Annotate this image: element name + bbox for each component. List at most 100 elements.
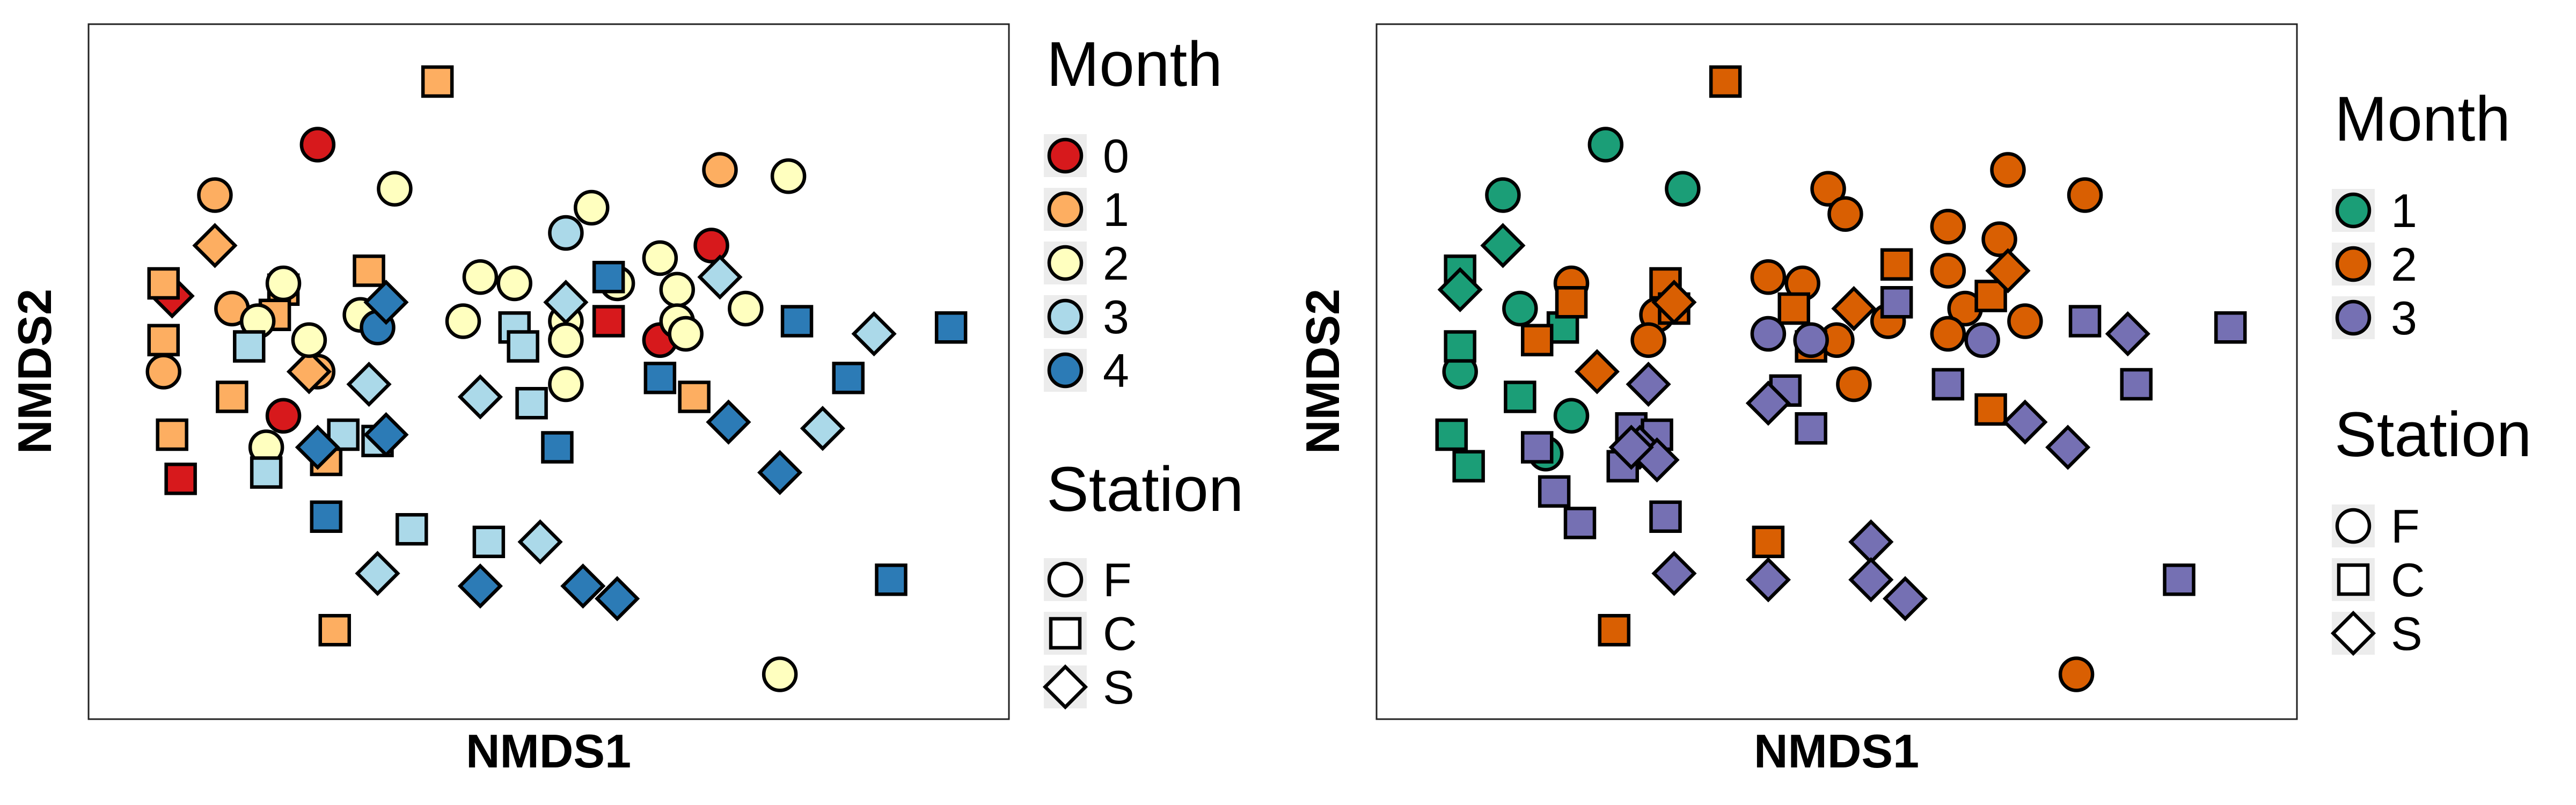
point-month-1-station-f [1553,398,1590,434]
legend-label-month-3: 3 [2391,291,2417,345]
point-month-1-station-s [192,223,238,268]
point-month-2-station-f [2058,656,2095,692]
point-month-3-station-c [2068,305,2102,338]
point-month-2-station-f [462,259,499,295]
point-month-1-station-c [318,614,351,647]
point-month-4-station-s [560,563,606,609]
point-month-3-station-s [800,406,845,451]
point-month-3-station-s [1745,557,1791,603]
point-month-2-station-c [1777,292,1810,325]
legend-key-month-4 [1047,352,1084,389]
point-month-0-station-f [265,398,302,434]
point-month-3-station-f [1793,322,1829,358]
point-month-2-station-f [1981,221,2017,257]
point-month-2-station-c [1752,525,1785,558]
point-month-4-station-s [595,576,640,621]
legend-key-station-f [1047,561,1084,598]
point-month-1-station-f [1665,171,1701,207]
point-month-4-station-c [934,311,968,344]
point-month-3-station-s [2002,399,2048,445]
point-month-4-station-c [592,261,625,294]
point-month-2-station-f [1930,316,1966,352]
y-axis-label: NMDS2 [8,289,61,454]
point-month-3-station-c [507,330,539,363]
point-month-1-station-c [421,65,454,98]
legend-label-month-2: 2 [1103,237,1129,290]
plot-area [1375,23,2298,720]
point-month-1-station-s [286,349,332,394]
point-month-3-station-f [1964,322,2000,358]
point-month-1-station-c [147,324,180,356]
point-month-3-station-c [1649,500,1682,533]
point-month-3-station-s [543,280,589,325]
legend-key-station-f [2335,508,2372,544]
point-month-0-station-f [693,228,729,264]
point-month-3-station-c [1931,368,1965,401]
legend-key-station-s [2330,610,2376,656]
point-month-2-station-f [548,322,584,358]
point-month-3-station-c [2120,368,2153,401]
scatter-points [1435,65,2247,692]
point-month-2-station-c [1598,614,1631,647]
point-month-1-station-c [1444,330,1476,363]
point-month-1-station-c [678,380,711,413]
legend-label-month-2: 2 [2391,238,2417,291]
point-month-2-station-c [1521,324,1554,356]
point-month-3-station-s [1608,425,1654,470]
legend-key-month-0 [1047,137,1084,174]
point-month-1-station-f [1485,177,1521,213]
point-month-1-station-f [702,152,738,188]
point-month-2-station-c [1974,393,2007,426]
point-month-3-station-c [2163,564,2196,596]
point-month-3-station-s [457,374,503,420]
point-month-3-station-s [1848,557,1894,603]
point-month-4-station-s [457,563,503,609]
point-month-2-station-f [1630,322,1666,358]
legend-label-station-c: C [1103,607,1137,660]
point-month-2-station-f [2067,177,2103,213]
legend-title-station: Station [2334,399,2531,470]
point-month-2-station-s [1831,286,1877,332]
point-month-3-station-c [472,525,506,558]
point-month-3-station-s [355,551,400,596]
point-month-3-station-c [250,456,283,489]
point-month-2-station-f [291,322,327,358]
legend-key-station-s [1042,664,1088,710]
point-month-3-station-s [851,311,897,357]
point-month-4-station-c [832,362,865,394]
point-month-3-station-f [548,215,584,251]
point-month-2-station-f [770,158,807,194]
legend-title-month: Month [2334,84,2511,155]
point-month-2-station-s [1651,280,1697,325]
point-month-2-station-f [496,265,532,302]
point-month-0-station-c [592,305,625,338]
point-month-2-station-f [377,171,413,207]
point-month-4-station-s [363,412,409,458]
point-month-4-station-c [541,431,574,464]
point-month-2-station-c [1555,286,1588,319]
legend-label-station-f: F [2391,500,2420,553]
point-month-2-station-f [659,272,695,308]
point-month-3-station-c [515,387,548,420]
point-month-3-station-f [1750,316,1787,352]
legend-key-station-c [2337,563,2370,596]
point-month-4-station-c [643,362,677,394]
legend-label-month-1: 1 [2391,184,2417,237]
point-month-2-station-f [762,656,798,692]
point-month-3-station-c [233,330,266,363]
right-chart-svg: NMDS1 NMDS2 Month Station 123 FCS [1296,23,2531,778]
point-month-2-station-f [668,316,704,352]
legend-key-month-3 [2335,299,2372,336]
point-month-2-station-f [1750,259,1787,295]
legend: Month Station 123 FCS [2330,84,2531,660]
point-month-3-station-c [2214,311,2247,344]
point-month-1-station-s [1480,223,1526,268]
point-month-3-station-c [1795,412,1827,445]
legend-key-month-3 [1047,298,1084,335]
legend-title-month: Month [1046,29,1223,100]
legend-label-station-s: S [2391,607,2423,660]
scatter-points [145,65,968,692]
point-month-2-station-f [265,265,302,302]
